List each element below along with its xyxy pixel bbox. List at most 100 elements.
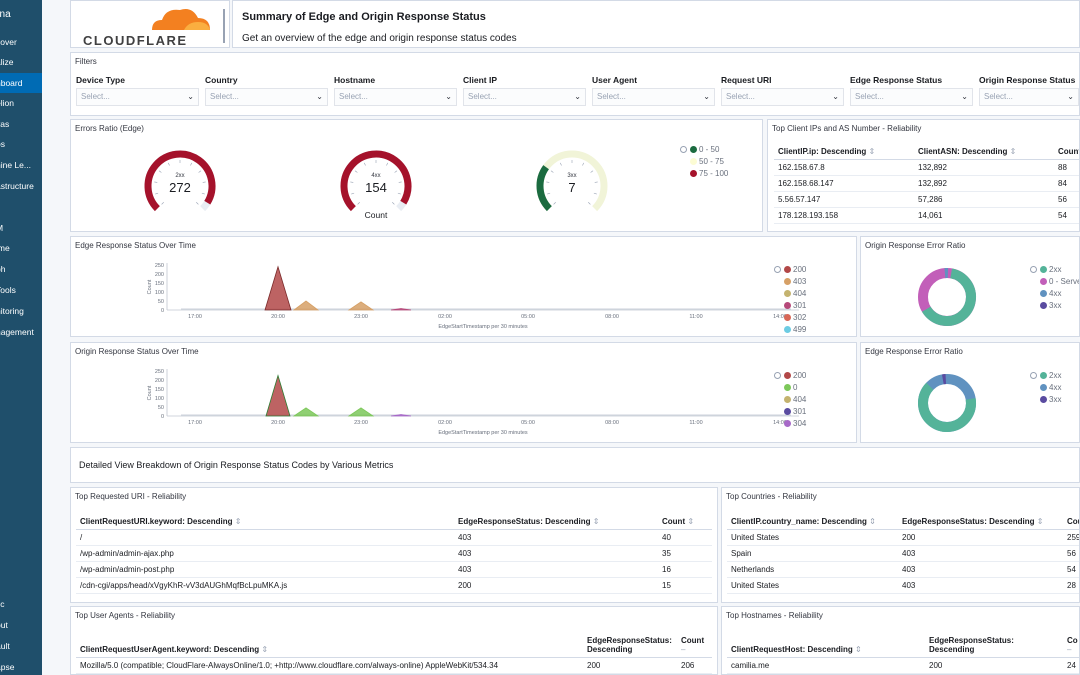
donut-slice-2xx[interactable] [918,374,976,432]
legend-item[interactable]: 403 [774,276,806,288]
legend-item[interactable]: 4xx [1030,382,1061,394]
user-agent-select[interactable]: Select... ⌄ [592,88,715,106]
chevron-down-icon: ⌄ [703,92,710,101]
edge-response-status-select[interactable]: Select... ⌄ [850,88,973,106]
top-client-ips-panel: Top Client IPs and AS Number - Reliabili… [767,119,1080,232]
sidebar-item-visualize[interactable]: alize [0,57,14,67]
column-header-count[interactable]: Cou [1063,514,1079,530]
column-header-status[interactable]: EdgeResponseStatus: Descending [925,633,1063,658]
filter-label: Country [205,75,238,85]
sidebar-item-monitoring[interactable]: nitoring [0,306,24,316]
sidebar-item-dashboard[interactable]: hboard [0,73,42,93]
legend-toggle-icon[interactable] [774,372,781,379]
legend-label: 0 - 50 [699,145,720,154]
legend-item[interactable]: 200 [774,370,806,382]
legend-item[interactable]: 301 [774,406,806,418]
app-logo[interactable]: ana [0,9,11,20]
sidebar-item-uptime[interactable]: ime [0,243,10,253]
sidebar-item-logs[interactable]: s [0,197,42,217]
series-area [390,308,412,311]
legend-item[interactable]: 302 [774,312,806,324]
legend-toggle-icon[interactable] [774,266,781,273]
sidebar-item-machine-learning[interactable]: hine Le... [0,160,31,170]
legend-item[interactable]: 301 [774,300,806,312]
request-uri-select[interactable]: Select... ⌄ [721,88,844,106]
legend-item[interactable]: 404 [774,288,806,300]
column-header-host[interactable]: ClientRequestHost: Descending ⇕ [727,633,925,658]
column-header-count[interactable]: Count – [677,633,712,658]
top-uri-panel: Top Requested URI - Reliability ClientRe… [70,487,718,603]
legend-item[interactable]: 2xx [1030,370,1061,382]
donut-slice-4xx[interactable] [918,268,976,326]
legend-item[interactable]: 3xx [1030,300,1079,312]
column-header-status[interactable]: EdgeResponseStatus: Descending ⇕ [898,514,1063,530]
legend-toggle-icon[interactable] [1030,372,1037,379]
sidebar-item-discover[interactable]: cover [0,37,17,47]
column-header-user-agent[interactable]: ClientRequestUserAgent.keyword: Descendi… [76,633,583,658]
legend-toggle-icon[interactable] [680,146,687,153]
edge-over-time-panel: Edge Response Status Over Time 250 200 150… [70,236,857,337]
origin-response-status-select[interactable]: Select... ⌄ [979,88,1079,106]
cell: 15 [658,577,712,594]
legend-item[interactable]: 4xx [1030,288,1079,300]
column-header-client-ip[interactable]: ClientIP.ip: Descending ⇕ [774,144,914,160]
sidebar-item-apm[interactable]: M [0,218,42,238]
sidebar: ana cover alize hboard elion vas os hine… [0,0,42,675]
legend-item[interactable]: 50 - 75 [680,156,728,168]
column-header-count[interactable]: Co – [1063,633,1079,658]
sidebar-item-logout[interactable]: out [0,620,8,630]
column-header-count[interactable]: Count ⇕ [658,514,712,530]
sidebar-item-collapse[interactable]: apse [0,662,15,672]
sidebar-item-security-analytic[interactable]: tic [0,599,5,609]
sidebar-item-management[interactable]: nagement [0,327,34,337]
chevron-down-icon: ⌄ [832,92,839,101]
sidebar-item-timelion[interactable]: elion [0,98,14,108]
sidebar-item-graph[interactable]: ph [0,264,6,274]
device-type-select[interactable]: Select... ⌄ [76,88,199,106]
legend-item[interactable]: 304 [774,418,806,430]
sidebar-item-maps[interactable]: os [0,139,5,149]
legend-item[interactable]: 3xx [1030,394,1061,406]
x-tick-label: 14:00 [773,420,787,426]
panel-resize-handle[interactable] [223,9,225,43]
column-header-client-asn[interactable]: ClientASN: Descending ⇕ [914,144,1054,160]
column-header-status[interactable]: EdgeResponseStatus: Descending ⇕ [454,514,658,530]
legend-item[interactable]: 404 [774,394,806,406]
gauge-value-arc [144,150,216,212]
client-ip-select[interactable]: Select... ⌄ [463,88,586,106]
gauge-tick [190,162,193,166]
legend-dot-icon [784,384,791,391]
top-user-agents-table: ClientRequestUserAgent.keyword: Descendi… [76,633,712,674]
panel-title: Edge Response Status Over Time [75,241,196,250]
legend-item[interactable]: 75 - 100 [680,168,728,180]
legend-toggle-icon[interactable] [1030,266,1037,273]
cell: United States [727,577,898,594]
legend-dot-icon [690,146,697,153]
legend-item[interactable]: 2xx [1030,264,1079,276]
column-header-uri[interactable]: ClientRequestURI.keyword: Descending ⇕ [76,514,454,530]
series-area [265,374,291,417]
donut-slice-3xx[interactable] [918,374,976,432]
x-tick-label: 05:00 [521,314,535,320]
sidebar-item-infrastructure[interactable]: astructure [0,181,34,191]
legend-item[interactable]: 0 - Serve [1030,276,1079,288]
cloudflare-cloud-icon [152,9,210,30]
legend-item[interactable]: 499 [774,324,806,336]
column-header-status[interactable]: EdgeResponseStatus: Descending [583,633,677,658]
country-select[interactable]: Select... ⌄ [205,88,328,106]
y-tick-label: 250 [155,369,164,375]
column-header-count[interactable]: Count [1054,144,1079,160]
legend-item[interactable]: 0 - 50 [680,144,728,156]
hostname-select[interactable]: Select... ⌄ [334,88,457,106]
filter-device-type: Device Type Select... ⌄ [76,75,199,106]
sidebar-item-default[interactable]: ault [0,641,10,651]
panel-title: Top User Agents - Reliability [75,611,176,620]
legend-dot-icon [1040,302,1047,309]
sidebar-item-canvas[interactable]: vas [0,119,10,129]
column-header-country[interactable]: ClientIP.country_name: Descending ⇕ [727,514,898,530]
chevron-down-icon: ⌄ [574,92,581,101]
legend-item[interactable]: 0 [774,382,806,394]
series-area [390,414,412,417]
sidebar-item-dev-tools[interactable]: Tools [0,285,16,295]
legend-item[interactable]: 200 [774,264,806,276]
